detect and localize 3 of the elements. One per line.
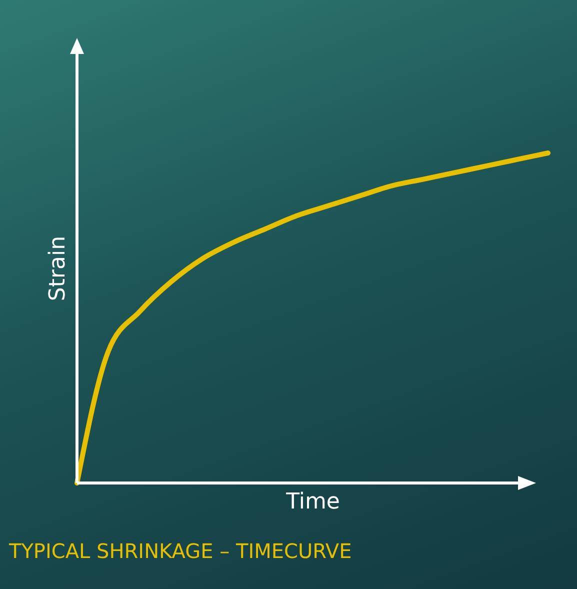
y-axis-title: Strain [46,236,70,302]
x-axis-title: Time [285,490,340,514]
text: TYPICAL SHRINKAGE – TIMECURVE [8,539,352,563]
